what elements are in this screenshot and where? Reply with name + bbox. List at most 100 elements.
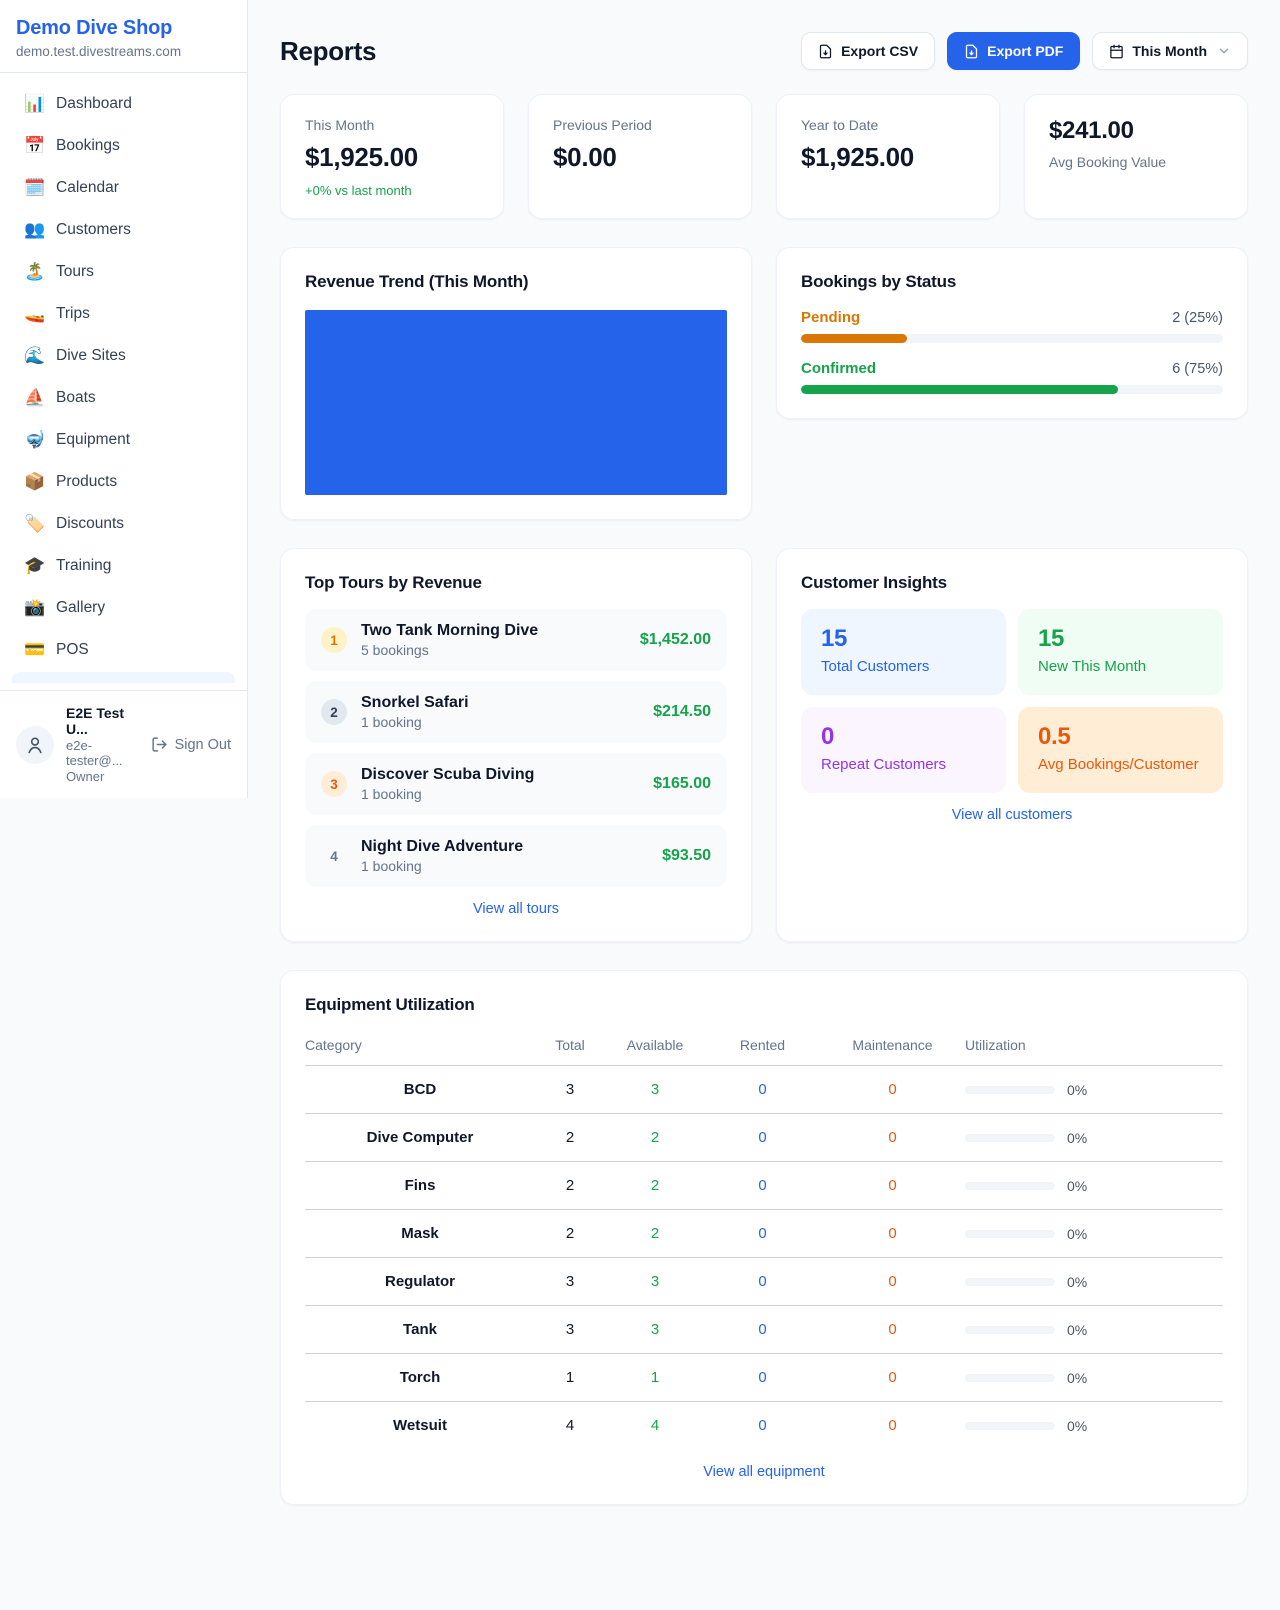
status-bar-fill (801, 334, 907, 343)
customers-icon: 👥 (24, 220, 46, 239)
camera-icon: 📸 (24, 598, 46, 617)
shop-name: Demo Dive Shop (16, 17, 173, 39)
tour-revenue: $214.50 (653, 703, 711, 720)
rank-badge: 4 (330, 848, 338, 864)
bookings-by-status-card: Bookings by Status Pending 2 (25%) Confi… (776, 247, 1248, 419)
sidebar-item-dive-sites[interactable]: 🌊 Dive Sites (12, 335, 235, 377)
maintenance-cell: 0 (820, 1209, 965, 1258)
user-meta: E2E Test U... e2e-tester@... Owner (66, 705, 139, 784)
tag-icon: 🏷️ (24, 514, 46, 533)
sidebar-item-trips[interactable]: 🚤 Trips (12, 293, 235, 335)
utilization-percent: 0% (1067, 1417, 1088, 1434)
package-icon: 📦 (24, 472, 46, 491)
utilization-cell: 0% (965, 1402, 1223, 1450)
tour-bookings: 1 booking (361, 858, 422, 874)
available-cell: 2 (605, 1209, 705, 1258)
calendar-icon: 🗓️ (24, 178, 46, 197)
period-label: This Month (1132, 43, 1207, 59)
sidebar-item-equipment[interactable]: 🤿 Equipment (12, 419, 235, 461)
insight-label: Total Customers (821, 658, 930, 675)
sidebar-user-panel: E2E Test U... e2e-tester@... Owner Sign … (0, 690, 247, 798)
period-select[interactable]: This Month (1092, 32, 1248, 70)
sidebar-item-tours[interactable]: 🏝️ Tours (12, 251, 235, 293)
tour-revenue: $93.50 (662, 847, 711, 864)
sidebar-item-calendar[interactable]: 🗓️ Calendar (12, 167, 235, 209)
insight-value: 0.5 (1038, 723, 1071, 750)
shop-subdomain: demo.test.divestreams.com (16, 44, 182, 59)
insight-value: 0 (821, 723, 835, 750)
sidebar-item-boats[interactable]: ⛵ Boats (12, 377, 235, 419)
maintenance-cell: 0 (820, 1353, 965, 1402)
rank-badge: 2 (321, 699, 347, 725)
tour-row: 1 Two Tank Morning Dive 5 bookings $1,45… (305, 609, 727, 671)
column-header: Maintenance (820, 1029, 965, 1066)
tour-bookings: 1 booking (361, 786, 422, 802)
stat-value: $1,925.00 (801, 142, 914, 172)
sidebar-item-training[interactable]: 🎓 Training (12, 545, 235, 587)
utilization-percent: 0% (1067, 1321, 1088, 1338)
top-tours-title: Top Tours by Revenue (305, 573, 482, 592)
insights-row: Top Tours by Revenue 1 Two Tank Morning … (280, 548, 1248, 942)
sidebar-item-selected-partial[interactable] (12, 672, 235, 683)
sidebar-item-customers[interactable]: 👥 Customers (12, 209, 235, 251)
equipment-utilization-title: Equipment Utilization (305, 995, 475, 1014)
table-header-row: Category Total Available Rented Maintena… (305, 1029, 1223, 1066)
stats-row: This Month $1,925.00 +0% vs last month P… (280, 94, 1248, 219)
sidebar-item-pos[interactable]: 💳 POS (12, 629, 235, 671)
total-cell: 3 (535, 1305, 605, 1354)
sidebar-nav: 📊 Dashboard 📅 Bookings 🗓️ Calendar 👥 Cus… (0, 73, 247, 690)
sidebar-item-dashboard[interactable]: 📊 Dashboard (12, 83, 235, 125)
stat-card-this-month: This Month $1,925.00 +0% vs last month (280, 94, 504, 219)
utilization-percent: 0% (1067, 1369, 1088, 1386)
utilization-percent: 0% (1067, 1225, 1088, 1242)
avatar (16, 725, 54, 764)
sidebar-header: Demo Dive Shop demo.test.divestreams.com (0, 0, 247, 73)
sidebar-item-products[interactable]: 📦 Products (12, 461, 235, 503)
maintenance-cell: 0 (820, 1113, 965, 1162)
column-header: Rented (705, 1029, 820, 1066)
sidebar-item-label: Equipment (56, 431, 131, 448)
utilization-percent: 0% (1067, 1273, 1088, 1290)
rank-badge: 1 (321, 627, 347, 653)
utilization-bar (965, 1229, 1055, 1238)
export-pdf-button[interactable]: Export PDF (947, 32, 1081, 70)
export-csv-button[interactable]: Export CSV (801, 32, 936, 70)
rented-cell: 0 (705, 1161, 820, 1210)
status-row-confirmed: Confirmed 6 (75%) (801, 360, 1223, 394)
stat-label: Previous Period (553, 117, 652, 133)
logout-icon (151, 737, 167, 752)
sidebar-item-bookings[interactable]: 📅 Bookings (12, 125, 235, 167)
status-bar-fill (801, 385, 1118, 394)
sidebar-item-label: Bookings (56, 137, 120, 154)
total-cell: 2 (535, 1209, 605, 1258)
sidebar-item-discounts[interactable]: 🏷️ Discounts (12, 503, 235, 545)
insight-value: 15 (1038, 625, 1065, 652)
sidebar-item-label: Trips (56, 305, 90, 322)
view-all-equipment-link[interactable]: View all equipment (703, 1463, 825, 1480)
sign-out-label: Sign Out (174, 736, 231, 753)
available-cell: 2 (605, 1161, 705, 1210)
tour-revenue: $1,452.00 (639, 631, 711, 648)
category-cell: Mask (305, 1209, 535, 1258)
file-download-icon (819, 44, 832, 58)
insight-tile-new-this-month: 15 New This Month (1018, 609, 1223, 695)
utilization-bar (965, 1325, 1055, 1334)
utilization-cell: 0% (965, 1065, 1223, 1114)
utilization-cell: 0% (965, 1161, 1223, 1210)
maintenance-cell: 0 (820, 1257, 965, 1306)
stat-value: $1,925.00 (305, 142, 418, 172)
sailboat-icon: ⛵ (24, 388, 46, 407)
rented-cell: 0 (705, 1257, 820, 1306)
status-value: 6 (75%) (1172, 361, 1223, 377)
status-bar-track (801, 334, 1223, 343)
rented-cell: 0 (705, 1113, 820, 1162)
table-row: Fins 2 2 0 0 0% (305, 1161, 1223, 1210)
sign-out-button[interactable]: Sign Out (151, 736, 231, 753)
category-cell: Fins (305, 1161, 535, 1210)
maintenance-cell: 0 (820, 1065, 965, 1114)
sidebar-item-gallery[interactable]: 📸 Gallery (12, 587, 235, 629)
view-all-tours-link[interactable]: View all tours (473, 901, 559, 917)
table-row: Wetsuit 4 4 0 0 0% (305, 1402, 1223, 1450)
view-all-customers-link[interactable]: View all customers (951, 807, 1073, 823)
